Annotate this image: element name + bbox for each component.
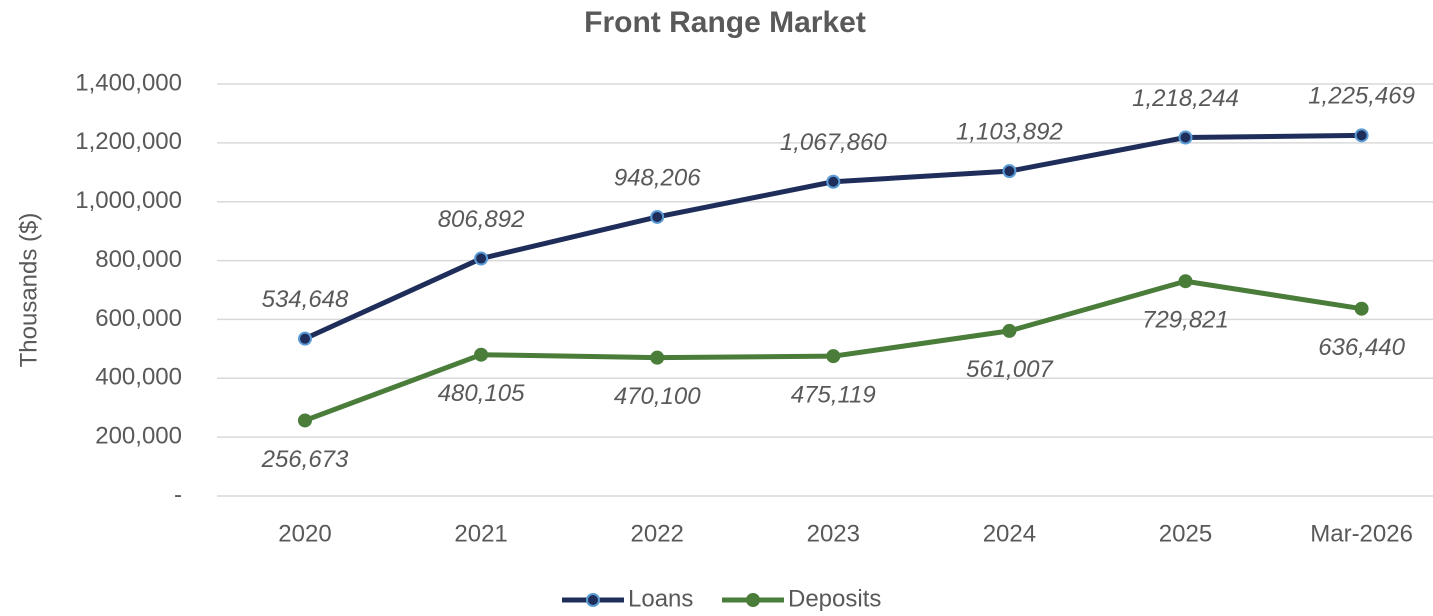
data-label: 1,067,860 [780,129,887,156]
y-tick-label: 400,000 [95,364,182,391]
legend-label: Deposits [788,585,881,611]
chart-title: Front Range Market [584,6,866,39]
y-tick-label: 1,000,000 [75,187,182,214]
y-tick-label: 800,000 [95,246,182,273]
y-tick-label: - [174,481,182,508]
data-label: 729,821 [1142,307,1229,334]
marker [826,349,841,364]
data-label: 480,105 [438,380,525,407]
marker [1178,130,1193,145]
data-label: 561,007 [966,356,1054,383]
data-label: 1,225,469 [1308,83,1415,110]
x-tick-label: 2023 [807,520,860,547]
marker [1002,323,1017,338]
marker [1178,274,1193,289]
data-label: 534,648 [262,286,349,313]
data-label: 470,100 [614,383,701,410]
marker [1354,301,1369,316]
marker [298,331,312,346]
marker [1002,164,1017,179]
marker [298,413,312,428]
marker [1354,128,1369,143]
data-label: 1,218,244 [1132,85,1239,112]
y-tick-label: 200,000 [95,422,182,449]
x-tick-label: Mar-2026 [1310,520,1413,547]
y-tick-label: 600,000 [95,305,182,332]
data-label: 806,892 [438,206,525,233]
data-label: 475,119 [791,382,876,409]
x-tick-label: 2024 [983,520,1036,547]
data-label: 948,206 [614,164,701,191]
marker [650,350,665,365]
data-label: 1,103,892 [956,118,1063,145]
x-tick-label: 2020 [278,520,331,547]
marker [650,209,665,224]
marker [474,347,489,362]
y-tick-label: 1,200,000 [75,128,182,155]
marker [826,174,841,189]
data-label: 256,673 [261,446,349,473]
x-tick-label: 2021 [454,520,507,547]
marker [474,251,489,266]
y-axis-label: Thousands ($) [15,213,42,368]
x-tick-label: 2025 [1159,520,1212,547]
legend-marker [746,593,760,607]
data-label: 636,440 [1318,334,1405,361]
x-tick-label: 2022 [631,520,684,547]
y-tick-label: 1,400,000 [75,69,182,96]
legend-marker [586,593,600,607]
legend-label: Loans [628,585,693,611]
